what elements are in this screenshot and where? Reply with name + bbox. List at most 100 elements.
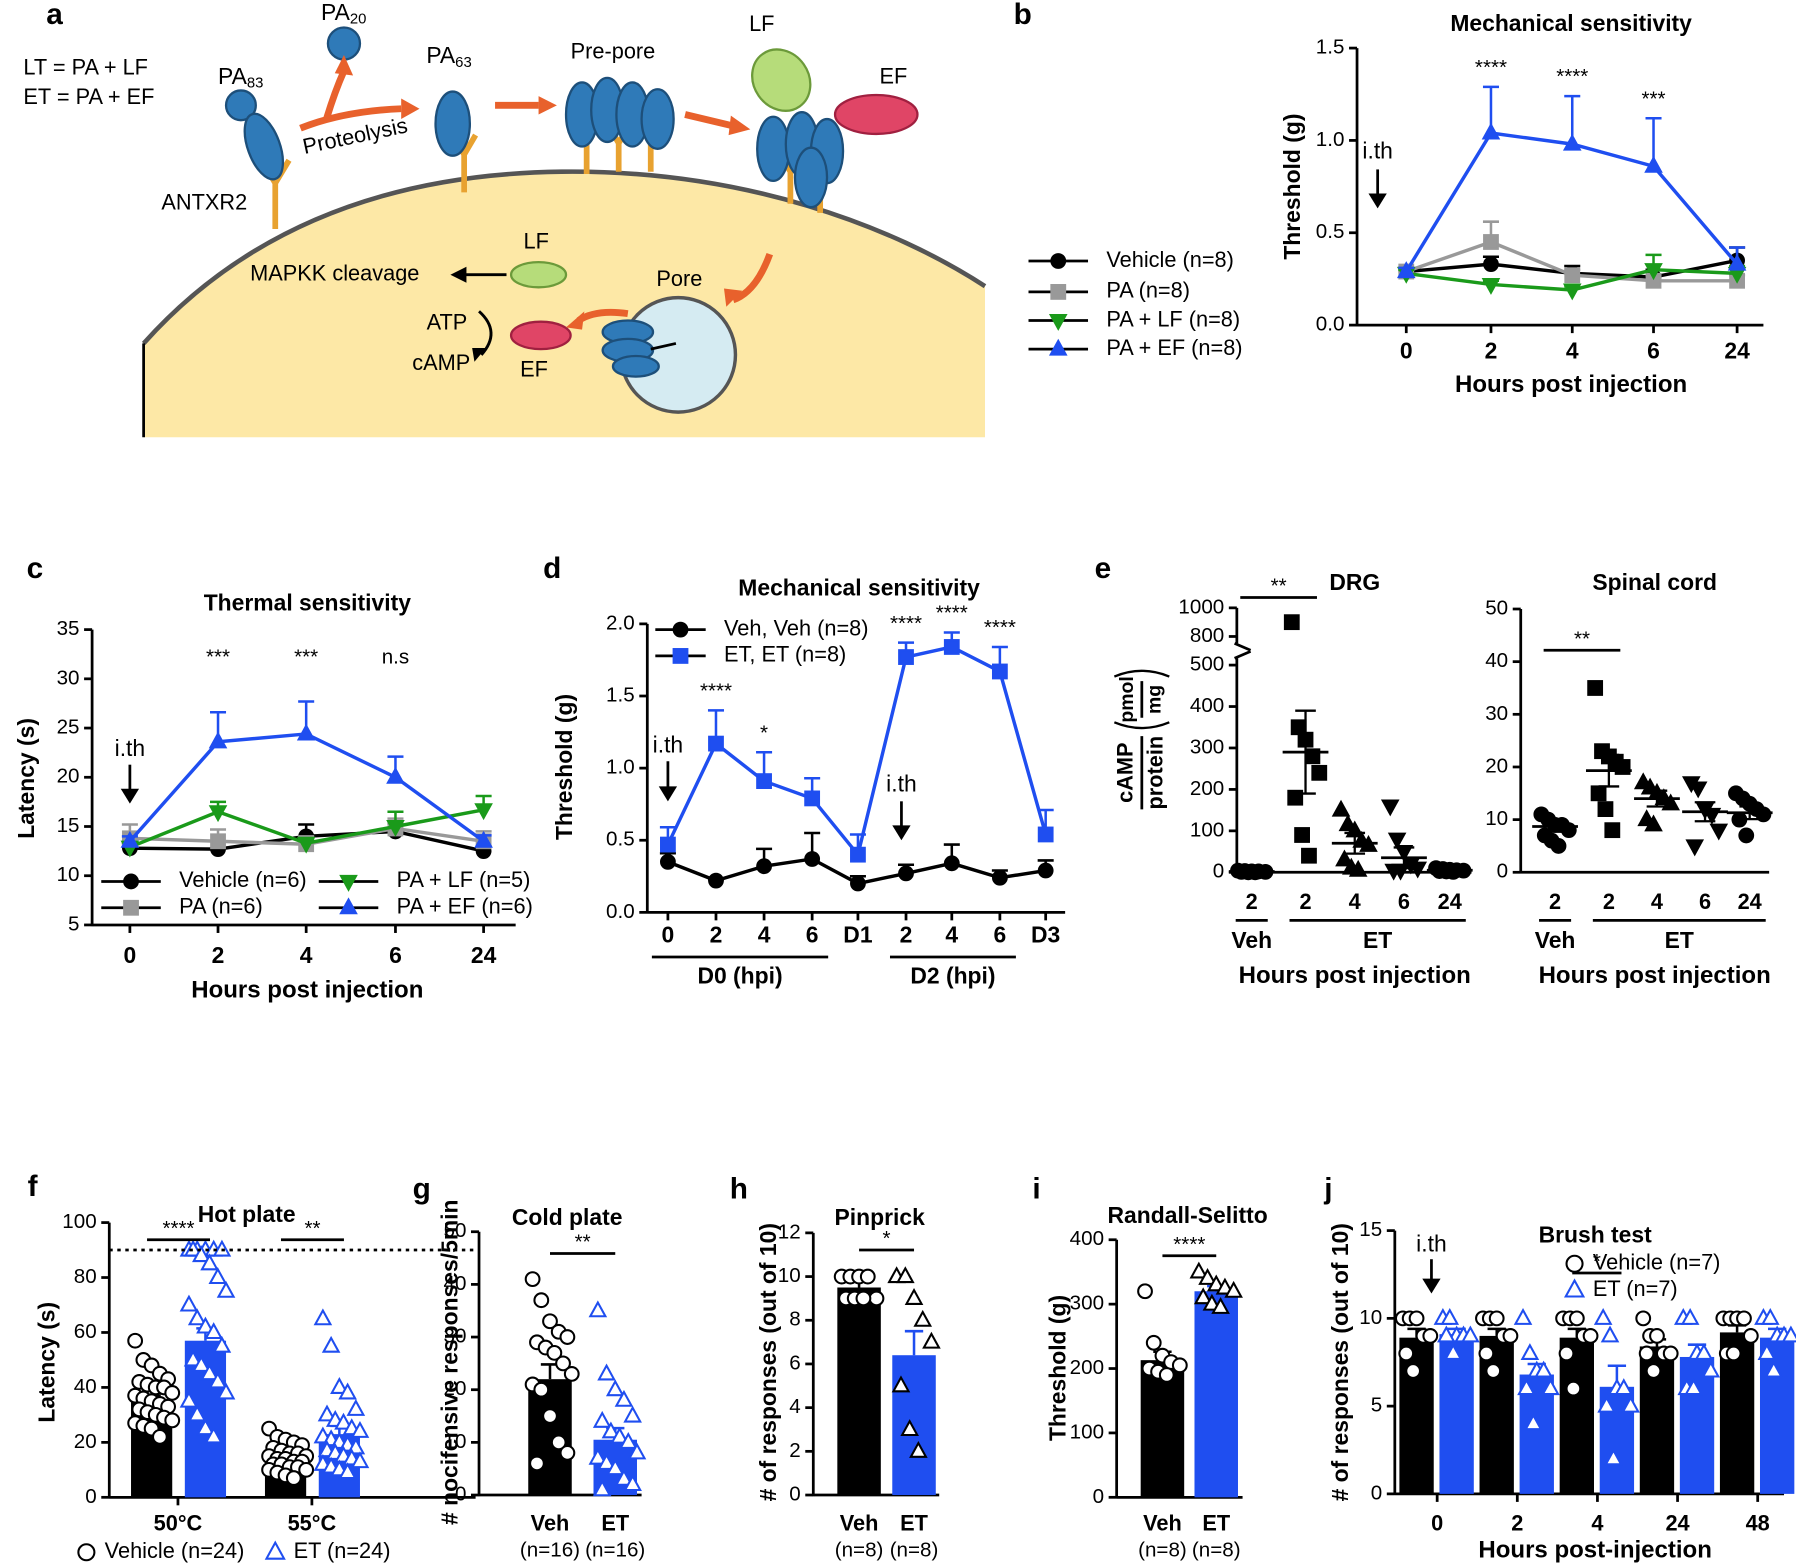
- y-tick-label: 80: [74, 1265, 97, 1288]
- x-tick-label: 24: [1438, 889, 1462, 914]
- data-point: [1283, 614, 1300, 631]
- prepore-label: Pre-pore: [571, 38, 656, 63]
- group-label: ET: [1665, 927, 1694, 953]
- bar: [892, 1355, 936, 1496]
- legend-label: PA + EF (n=8): [1106, 335, 1242, 360]
- data-point: [1582, 1328, 1599, 1344]
- legend-label: Vehicle (n=6): [179, 867, 307, 892]
- y-axis-label: Latency (s): [13, 718, 39, 839]
- y-tick-label: 30: [444, 1324, 467, 1347]
- y-tick-label: 30: [1485, 702, 1508, 725]
- data-point: [346, 1399, 366, 1416]
- data-point: [559, 1329, 576, 1345]
- panel-a: a LT = PA + LF ET: [23, 0, 987, 438]
- error-bar: [1598, 753, 1620, 788]
- data-point: [708, 735, 724, 752]
- data-point: [192, 1245, 211, 1263]
- bar: [1479, 1335, 1514, 1494]
- data-point: [127, 1332, 144, 1349]
- injection-label: i.th: [1416, 1231, 1447, 1257]
- significance-label: ***: [206, 646, 230, 669]
- data-point: [619, 1431, 638, 1449]
- x-tick-label: D3: [1031, 921, 1060, 947]
- data-point: [1224, 1280, 1243, 1298]
- injection-label: i.th: [1362, 137, 1393, 163]
- y-tick-label: 25: [57, 715, 80, 738]
- data-point: [1408, 1310, 1425, 1327]
- data-point: [1597, 1395, 1616, 1413]
- y-tick-label: 800: [1190, 624, 1224, 647]
- chart-title: DRG: [1329, 569, 1380, 595]
- data-point: [1513, 1307, 1533, 1325]
- x-tick-label: D1: [843, 921, 873, 947]
- data-point: [804, 851, 821, 867]
- y-tick-label: 1000: [1178, 595, 1224, 618]
- label-part: protein: [1142, 736, 1167, 810]
- data-point: [1311, 764, 1328, 781]
- data-point: [1590, 785, 1607, 802]
- arrow-heads: [334, 54, 751, 330]
- data-point: [1587, 680, 1604, 696]
- data-point: [200, 1253, 219, 1271]
- data-point: [216, 1382, 236, 1400]
- data-point: [183, 1349, 203, 1367]
- data-point: [208, 1267, 228, 1285]
- data-point: [1621, 1395, 1640, 1413]
- data-point: [386, 766, 405, 784]
- bar: [1759, 1337, 1795, 1494]
- group-label: D0 (hpi): [697, 963, 782, 989]
- y-tick-label: 10: [1359, 1306, 1382, 1329]
- data-point: [330, 1377, 349, 1394]
- data-point: [1644, 814, 1663, 832]
- x-tick-label: 48: [1746, 1511, 1770, 1536]
- data-point: [196, 1316, 215, 1334]
- x-tick-label: 0: [1400, 338, 1413, 364]
- y-axis-label: Latency (s): [34, 1302, 60, 1423]
- data-point: [210, 833, 226, 850]
- bar: [1559, 1337, 1594, 1494]
- equation: ET = PA + EF: [23, 84, 154, 109]
- data-point: [913, 1309, 933, 1327]
- panel-letter: h: [730, 1172, 748, 1205]
- data-point: [1481, 277, 1501, 295]
- data-point: [1137, 1283, 1153, 1300]
- data-point: [296, 836, 316, 854]
- data-point: [1541, 1378, 1560, 1396]
- x-tick-label: 6: [1699, 889, 1711, 914]
- data-point: [1517, 1378, 1536, 1396]
- legend-label: ET (n=24): [294, 1538, 391, 1563]
- panel-letter: c: [27, 552, 44, 585]
- data-point: [1405, 1363, 1422, 1379]
- data-point: [187, 1404, 207, 1422]
- error-bar: [1439, 868, 1461, 873]
- bar: [1140, 1360, 1185, 1498]
- y-tick-label: 300: [1190, 735, 1224, 758]
- y-tick-label: 60: [74, 1320, 97, 1343]
- data-point: [855, 1290, 872, 1307]
- data-point: [204, 1322, 223, 1339]
- error-bar: [904, 1329, 924, 1356]
- legend-marker: [1563, 1278, 1586, 1298]
- x-axis-label: Hours post injection: [1239, 962, 1471, 989]
- data-point: [708, 872, 724, 889]
- label-part: pmol: [1116, 676, 1138, 722]
- data-point: [597, 1453, 616, 1470]
- data-point: [204, 1426, 223, 1444]
- data-point: [605, 1379, 625, 1397]
- data-point: [1461, 1325, 1480, 1343]
- y-tick-label: 40: [74, 1375, 97, 1398]
- x-tick-label: 24: [1738, 889, 1762, 914]
- y-tick-label: 100: [62, 1210, 96, 1233]
- x-tick-label: 2: [1299, 889, 1311, 914]
- data-point: [1488, 1310, 1505, 1327]
- x-tick-label: ET: [601, 1511, 630, 1536]
- y-tick-label: 0: [1497, 860, 1508, 883]
- data-point: [1662, 1345, 1679, 1362]
- arrow-head: [1422, 1278, 1441, 1294]
- data-point: [1645, 1363, 1662, 1379]
- sample-size: (n=8): [890, 1539, 939, 1562]
- y-tick-label: 50: [444, 1219, 467, 1242]
- data-point: [1593, 1307, 1613, 1325]
- ef-label: EF: [880, 64, 908, 89]
- x-tick-label: 2: [1246, 889, 1258, 914]
